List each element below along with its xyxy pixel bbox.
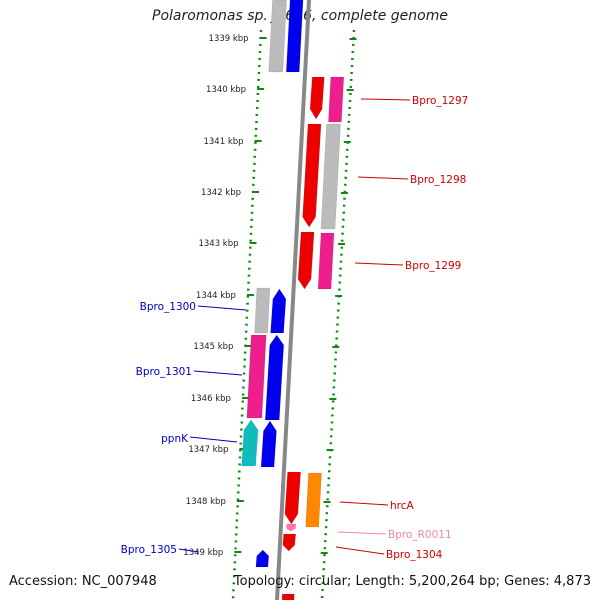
kbp-tick-label: 1348 kbp (186, 497, 226, 507)
gene-label: Bpro_1301 (136, 366, 192, 378)
gene-arrow-red (282, 533, 297, 552)
gene-block-magenta (246, 334, 267, 419)
gene-label: Bpro_1304 (386, 549, 443, 561)
gene-arrow-blue (270, 288, 287, 334)
gene-block-red (281, 593, 295, 600)
gene-label: hrcA (390, 500, 415, 512)
gene-block-magenta (328, 76, 345, 123)
gene-label: Bpro_1298 (410, 174, 466, 186)
gene-arrow-red (297, 231, 315, 290)
kbp-tick-label: 1340 kbp (206, 85, 246, 95)
gene-label-leader (335, 546, 385, 555)
gene-label-leader (178, 548, 200, 553)
gene-arrow-red (302, 123, 322, 228)
gene-block-gray (320, 123, 341, 230)
topology-text: Topology: circular; Length: 5,200,264 bp… (233, 574, 591, 589)
gene-label-leader (360, 98, 411, 101)
gene-label-leader (354, 262, 404, 266)
gene-block-gray (268, 0, 287, 73)
gene-label-leader (339, 501, 389, 506)
gene-label: Bpro_1300 (140, 301, 196, 313)
kbp-tick-label: 1341 kbp (203, 137, 243, 147)
kbp-tick-label: 1346 kbp (191, 394, 231, 404)
gene-arrow-red (309, 76, 325, 120)
kbp-tick-label: 1343 kbp (198, 239, 238, 249)
gene-block-orange (305, 472, 322, 528)
gene-label-leader (337, 531, 387, 535)
gene-block-magenta (317, 232, 335, 290)
gene-label: Bpro_1299 (405, 260, 461, 272)
kbp-tick-label: 1342 kbp (201, 188, 241, 198)
kbp-tick-label: 1347 kbp (188, 445, 228, 455)
genome-axis (275, 0, 311, 600)
gene-label: Bpro_R0011 (388, 529, 452, 541)
gene-label-leader (197, 305, 247, 311)
gene-label-leader (193, 370, 243, 376)
gene-arrow-pink (286, 523, 297, 532)
gene-label: Bpro_1297 (412, 95, 468, 107)
gene-arrow-blue (260, 420, 277, 468)
gene-label-leader (189, 436, 238, 443)
gene-arrow-cyan (241, 419, 259, 467)
kbp-tick-label: 1339 kbp (209, 34, 249, 44)
gene-block-blue (285, 0, 304, 73)
accession-text: Accession: NC_007948 (9, 574, 157, 589)
gene-label: Bpro_1305 (121, 544, 177, 556)
kbp-tick-label: 1344 kbp (196, 291, 236, 301)
gene-label: ppnK (161, 433, 189, 445)
kbp-tick-label: 1345 kbp (193, 342, 233, 352)
gene-arrow-blue (255, 549, 270, 568)
gene-block-gray (254, 287, 271, 334)
gene-arrow-blue (264, 334, 285, 421)
gene-label-leader (357, 176, 409, 180)
gene-arrow-red (284, 471, 301, 525)
kbp-tick-label: 1349 kbp (183, 548, 223, 558)
